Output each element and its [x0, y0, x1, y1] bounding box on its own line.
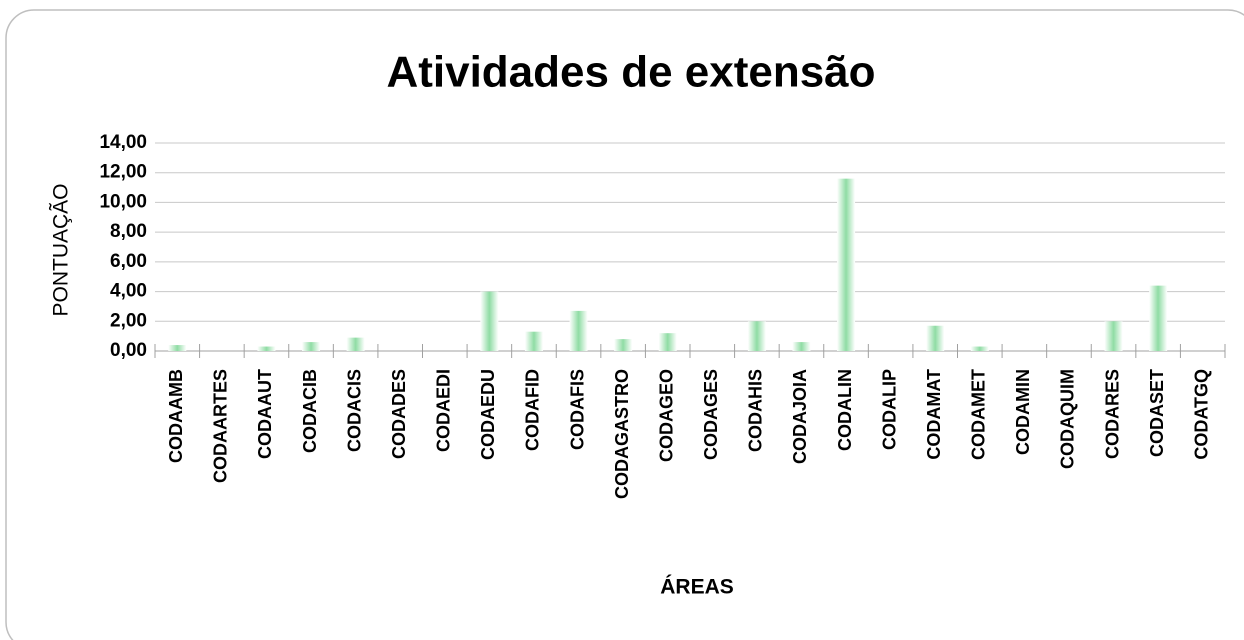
y-tick-label: 14,00 — [99, 132, 147, 153]
x-tick-label: CODAQUIM — [1058, 369, 1078, 469]
x-tick-label: CODAGASTRO — [612, 369, 632, 499]
x-axis-title: ÁREAS — [660, 576, 734, 599]
x-tick-label: CODAEDI — [434, 369, 454, 452]
y-tick-label: 12,00 — [99, 162, 147, 183]
bar — [792, 342, 811, 351]
chart-title: Atividades de extensão — [386, 48, 875, 97]
x-tick-label: CODACIB — [300, 369, 320, 453]
bar — [970, 346, 989, 351]
x-tick-label: CODARES — [1102, 369, 1122, 459]
bar — [658, 333, 677, 351]
x-tick-label: CODACIS — [344, 369, 364, 452]
x-tick-label: CODAEDU — [478, 369, 498, 460]
bar — [747, 321, 766, 351]
x-tick-label: CODASET — [1147, 369, 1167, 457]
bar — [1149, 285, 1168, 351]
x-tick-label: CODAMIN — [1013, 369, 1033, 455]
bar — [346, 337, 365, 351]
x-tick-label: CODAJOIA — [790, 369, 810, 464]
x-tick-label: CODAAUT — [255, 369, 275, 459]
y-axis-title: PONTUAÇÃO — [49, 183, 73, 316]
y-tick-label: 2,00 — [110, 310, 147, 331]
bar — [614, 339, 633, 351]
y-tick-label: 8,00 — [110, 221, 147, 242]
x-tick-label: CODAGEO — [656, 369, 676, 462]
x-tick-label: CODAAMB — [166, 369, 186, 463]
bar — [257, 346, 276, 351]
bar — [480, 291, 499, 351]
x-tick-label: CODAMAT — [924, 369, 944, 460]
x-tick-label: CODATGQ — [1191, 369, 1211, 460]
x-tick-label: CODAFID — [523, 369, 543, 451]
x-tick-label: CODAFIS — [567, 369, 587, 450]
x-tick-label: CODAGES — [701, 369, 721, 460]
x-tick-label: CODAMET — [969, 369, 989, 460]
bar — [524, 331, 543, 351]
x-tick-label: CODAHIS — [746, 369, 766, 452]
x-tick-label: CODAARTES — [211, 369, 231, 483]
y-tick-label: 4,00 — [110, 281, 147, 302]
bar — [302, 342, 321, 351]
bar — [926, 325, 945, 351]
chart-frame — [5, 9, 1244, 640]
bar — [168, 345, 187, 351]
bar — [569, 310, 588, 351]
x-tick-label: CODALIN — [835, 369, 855, 451]
y-tick-label: 6,00 — [110, 251, 147, 272]
x-tick-label: CODADES — [389, 369, 409, 459]
y-tick-label: 10,00 — [99, 191, 147, 212]
bar — [1104, 321, 1123, 351]
x-tick-label: CODALIP — [879, 369, 899, 450]
y-tick-label: 0,00 — [110, 340, 147, 361]
bar — [837, 178, 856, 351]
